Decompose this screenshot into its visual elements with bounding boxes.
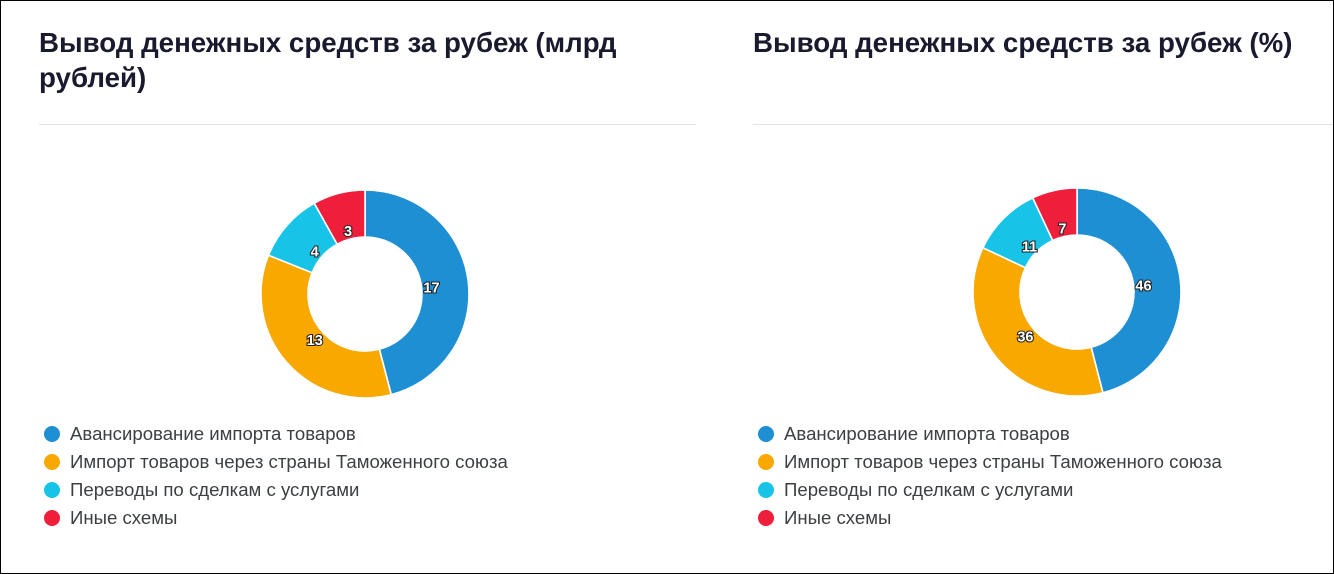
svg-text:17: 17: [423, 280, 439, 296]
svg-text:7: 7: [1058, 221, 1066, 237]
svg-text:3: 3: [344, 224, 352, 240]
svg-text:13: 13: [307, 333, 323, 349]
svg-text:4: 4: [311, 245, 319, 261]
svg-text:46: 46: [1135, 278, 1151, 294]
svg-text:11: 11: [1022, 239, 1037, 255]
svg-text:36: 36: [1017, 330, 1033, 346]
